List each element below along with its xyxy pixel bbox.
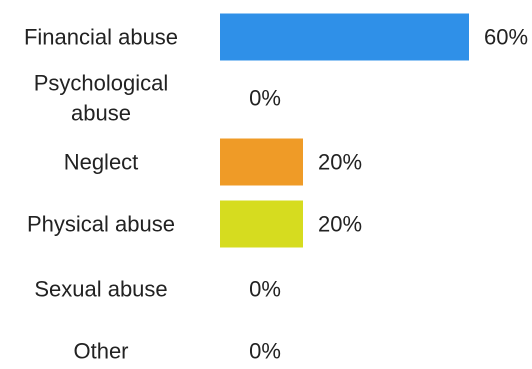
bars — [220, 13, 469, 248]
category-label: Neglect — [64, 150, 139, 175]
category-label: Financial abuse — [24, 25, 178, 50]
category-label: Psychological abuse — [34, 71, 169, 126]
value-label: 20% — [318, 150, 362, 175]
value-label: 60% — [484, 25, 528, 50]
bar — [220, 138, 303, 186]
category-label: Other — [73, 339, 128, 364]
bar — [220, 200, 303, 248]
value-label: 0% — [249, 86, 281, 111]
bar — [220, 13, 469, 61]
category-labels: Financial abuse Psychological abuse Neglect… — [24, 25, 178, 364]
value-label: 20% — [318, 212, 362, 237]
value-label: 0% — [249, 277, 281, 302]
value-labels: 60% 0% 20% 20% 0% 0% — [249, 25, 528, 364]
value-label: 0% — [249, 339, 281, 364]
category-label: Physical abuse — [27, 212, 175, 237]
category-label: Sexual abuse — [34, 277, 167, 302]
